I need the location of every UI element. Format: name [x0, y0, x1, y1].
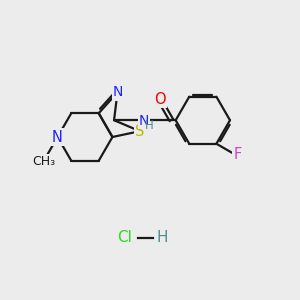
- Text: N: N: [139, 114, 149, 128]
- Text: H: H: [156, 230, 168, 245]
- Text: N: N: [113, 85, 123, 99]
- Text: S: S: [135, 124, 145, 139]
- Text: H: H: [145, 119, 154, 132]
- Text: F: F: [233, 147, 242, 162]
- Text: N: N: [52, 130, 63, 145]
- Text: CH₃: CH₃: [32, 155, 55, 168]
- Text: O: O: [154, 92, 165, 107]
- Text: Cl: Cl: [118, 230, 132, 245]
